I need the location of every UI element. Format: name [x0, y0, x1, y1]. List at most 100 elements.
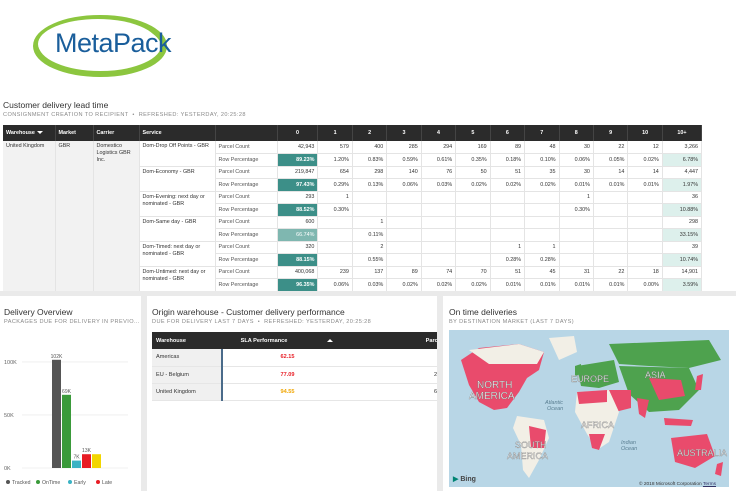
value-cell [593, 191, 629, 204]
value-cell: 0.83% [352, 153, 388, 167]
region-china[interactable] [649, 378, 685, 400]
origin-title: Origin warehouse - Customer delivery per… [152, 307, 345, 317]
bar-late[interactable] [82, 454, 91, 468]
value-cell: 140 [386, 166, 422, 179]
col-sla-performance[interactable]: SLA Performance [222, 332, 352, 349]
col-header[interactable]: 7 [524, 125, 560, 141]
col-warehouse[interactable]: Warehouse [152, 332, 222, 349]
value-cell: 293 [277, 191, 319, 204]
region-new-zealand[interactable] [715, 462, 723, 476]
region-uk[interactable] [575, 364, 581, 376]
world-map[interactable]: NORTH AMERICA SOUTH AMERICA EUROPE ASIA AF… [449, 330, 729, 487]
col-header[interactable]: 6 [490, 125, 526, 141]
col-header[interactable]: 9 [593, 125, 629, 141]
map-subtitle: BY DESTINATION MARKET (LAST 7 DAYS) [449, 319, 575, 325]
legend-label[interactable]: Late [102, 480, 112, 486]
service-cell: Dom-Timed: next day or nominated - GBR [139, 241, 216, 267]
region-russia[interactable] [609, 340, 721, 368]
value-cell: 22 [593, 141, 629, 154]
table-row: Row Percentage 66.74% 0.11% 33.15% [3, 228, 703, 242]
bar-ontime[interactable] [62, 394, 71, 468]
col-header[interactable]: Market [55, 125, 94, 141]
value-cell [627, 191, 663, 204]
region-greenland[interactable] [549, 336, 577, 360]
legend-label[interactable]: Early [74, 480, 86, 486]
value-cell: 600 [277, 216, 319, 229]
col-header[interactable]: 5 [455, 125, 491, 141]
value-cell: 400 [352, 141, 388, 154]
value-cell: 88.52% [277, 203, 319, 217]
col-parcel-count[interactable]: Parcel C [352, 332, 437, 349]
table-row: Row Percentage 88.15% 0.55% 0.28% 0.28% 10.74… [3, 253, 703, 267]
region-canada[interactable] [469, 344, 544, 364]
legend-label[interactable]: Tracked [12, 480, 31, 486]
col-header[interactable]: 4 [421, 125, 457, 141]
terms-link[interactable]: Terms [702, 482, 716, 487]
value-cell [352, 203, 388, 217]
value-cell: 0.59% [386, 153, 422, 167]
value-cell: 0.01% [593, 178, 629, 192]
col-header[interactable]: 2 [352, 125, 388, 141]
value-cell [593, 228, 629, 242]
region-australia[interactable] [671, 434, 715, 468]
bar-extra[interactable] [92, 454, 101, 468]
value-cell: 169 [455, 141, 491, 154]
region-japan[interactable] [695, 374, 703, 390]
value-cell: 2 [352, 241, 388, 254]
region-europe[interactable] [577, 360, 619, 388]
col-header[interactable]: 10+ [662, 125, 703, 141]
region-brazil[interactable] [529, 426, 546, 448]
col-header[interactable]: 8 [559, 125, 594, 141]
value-cell [317, 253, 353, 267]
value-cell [559, 241, 594, 254]
value-cell: 22 [593, 266, 629, 279]
col-header[interactable] [215, 125, 278, 141]
region-north-africa[interactable] [577, 390, 607, 404]
measure-cell: Parcel Count [215, 216, 278, 229]
sla-value: 77.09 [222, 366, 352, 384]
value-cell [559, 228, 594, 242]
value-cell: 320 [277, 241, 319, 254]
sort-up-icon[interactable] [327, 338, 334, 342]
bar-data-label: 7K [73, 455, 80, 461]
region-south-africa[interactable] [589, 434, 605, 450]
col-header[interactable]: Service [139, 125, 216, 141]
value-cell: 76 [421, 166, 457, 179]
sla-value: 94.55 [222, 383, 352, 401]
region-indonesia[interactable] [664, 418, 693, 426]
value-cell: 0.30% [559, 203, 594, 217]
measure-cell: Row Percentage [215, 178, 278, 192]
legend-label[interactable]: OnTime [42, 480, 60, 486]
value-cell: 51 [490, 266, 526, 279]
col-header[interactable]: 10 [627, 125, 663, 141]
sort-down-icon[interactable] [36, 131, 43, 134]
lead-time-subtitle: CONSIGNMENT CREATION TO RECIPIENT • REFR… [3, 112, 246, 118]
value-cell: 137 [352, 266, 388, 279]
value-cell: 294 [421, 141, 457, 154]
value-cell: 89.23% [277, 153, 319, 167]
value-cell: 0.05% [593, 153, 629, 167]
value-cell: 30 [559, 166, 594, 179]
col-header[interactable]: 0 [277, 125, 319, 141]
region-africa[interactable] [575, 390, 619, 450]
value-cell: 0.03% [421, 178, 457, 192]
table-row: Row Percentage 97.43% 0.29% 0.13% 0.06% 0.03%… [3, 178, 703, 192]
value-cell [490, 191, 526, 204]
value-cell [490, 216, 526, 229]
value-cell [627, 203, 663, 217]
bar-tracked[interactable] [52, 359, 61, 468]
bar-early[interactable] [72, 460, 81, 468]
col-header[interactable]: 3 [386, 125, 422, 141]
region-india[interactable] [637, 398, 649, 418]
value-cell: 42,943 [277, 141, 319, 154]
value-cell [593, 203, 629, 217]
value-cell: 97.43% [277, 178, 319, 192]
col-header[interactable]: 1 [317, 125, 353, 141]
col-header[interactable]: Warehouse [3, 125, 56, 141]
col-header[interactable]: Carrier [93, 125, 140, 141]
table-row: Dom-Untimed: next day or nominated - GBR… [3, 266, 703, 291]
